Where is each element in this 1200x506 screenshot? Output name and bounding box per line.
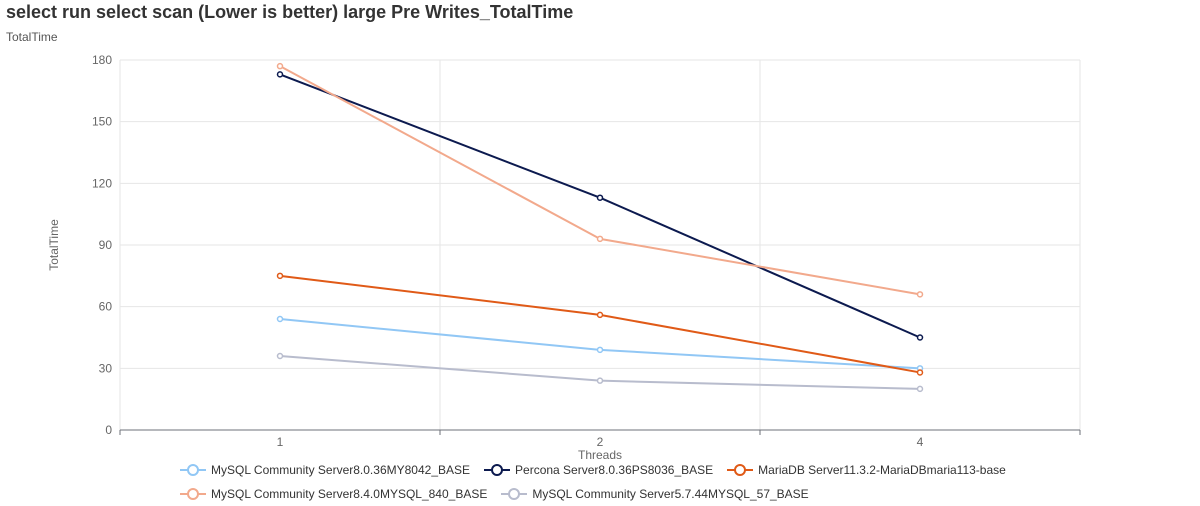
y-tick-label: 90 bbox=[99, 238, 113, 252]
line-chart: 0 30 60 90 120 150 180 1 2 4 Threads TotalTime bbox=[47, 53, 1081, 460]
legend: MySQL Community Server8.0.36MY8042_BASE … bbox=[180, 458, 1080, 506]
legend-item-series-2[interactable]: MariaDB Server11.3.2-MariaDBmaria113-bas… bbox=[727, 463, 1006, 477]
series-4-point bbox=[276, 352, 284, 360]
legend-label: MariaDB Server11.3.2-MariaDBmaria113-bas… bbox=[758, 463, 1006, 477]
series-2-point bbox=[276, 272, 284, 280]
series-line-3 bbox=[279, 65, 921, 296]
legend-marker-icon bbox=[484, 464, 511, 476]
legend-label: MySQL Community Server8.4.0MYSQL_840_BAS… bbox=[211, 487, 488, 501]
legend-label: MySQL Community Server5.7.44MYSQL_57_BAS… bbox=[532, 487, 809, 501]
x-axis-label: Threads bbox=[578, 448, 622, 460]
y-tick-label: 30 bbox=[99, 361, 113, 375]
legend-item-series-0[interactable]: MySQL Community Server8.0.36MY8042_BASE bbox=[180, 463, 470, 477]
y-tick-label: 60 bbox=[99, 300, 113, 314]
legend-item-series-4[interactable]: MySQL Community Server5.7.44MYSQL_57_BAS… bbox=[501, 487, 809, 501]
series-3-point bbox=[916, 291, 924, 298]
y-tick-label: 150 bbox=[92, 115, 112, 129]
series-4-point bbox=[596, 377, 604, 384]
series-line-2 bbox=[279, 274, 921, 374]
legend-label: Percona Server8.0.36PS8036_BASE bbox=[515, 463, 714, 477]
series-3-point bbox=[276, 62, 284, 70]
series-2-point bbox=[596, 311, 604, 319]
y-tick-label: 120 bbox=[92, 176, 112, 190]
series-line-1 bbox=[279, 73, 921, 339]
legend-label: MySQL Community Server8.0.36MY8042_BASE bbox=[211, 463, 471, 477]
series-4-point bbox=[916, 385, 924, 393]
series-line-4 bbox=[279, 355, 921, 390]
series-2-point bbox=[916, 369, 924, 376]
y-tick-label: 180 bbox=[92, 53, 112, 67]
chart-subtitle: TotalTime bbox=[6, 30, 58, 44]
x-tick-label: 2 bbox=[597, 435, 604, 449]
legend-marker-icon bbox=[501, 488, 528, 500]
legend-marker-icon bbox=[180, 464, 206, 476]
legend-row-1: MySQL Community Server8.0.36MY8042_BASE … bbox=[180, 458, 1080, 482]
y-axis-label: TotalTime bbox=[47, 219, 61, 271]
series-0-point bbox=[276, 315, 284, 323]
chart-title: select run select scan (Lower is better)… bbox=[6, 2, 574, 22]
legend-item-series-3[interactable]: MySQL Community Server8.4.0MYSQL_840_BAS… bbox=[180, 487, 487, 501]
series-1-point bbox=[276, 71, 284, 78]
legend-row-2: MySQL Community Server8.4.0MYSQL_840_BAS… bbox=[180, 482, 1080, 506]
y-tick-label: 0 bbox=[105, 423, 112, 437]
series-1-point bbox=[596, 194, 604, 201]
legend-marker-icon bbox=[180, 488, 206, 500]
series-line-0 bbox=[279, 318, 921, 370]
legend-marker-icon bbox=[727, 464, 754, 476]
series-0-point bbox=[596, 346, 604, 354]
x-tick-label: 4 bbox=[917, 435, 924, 449]
x-tick-label: 1 bbox=[277, 435, 284, 449]
legend-item-series-1[interactable]: Percona Server8.0.36PS8036_BASE bbox=[484, 463, 713, 477]
series-3-point bbox=[596, 235, 604, 243]
series-1-point bbox=[916, 334, 924, 341]
